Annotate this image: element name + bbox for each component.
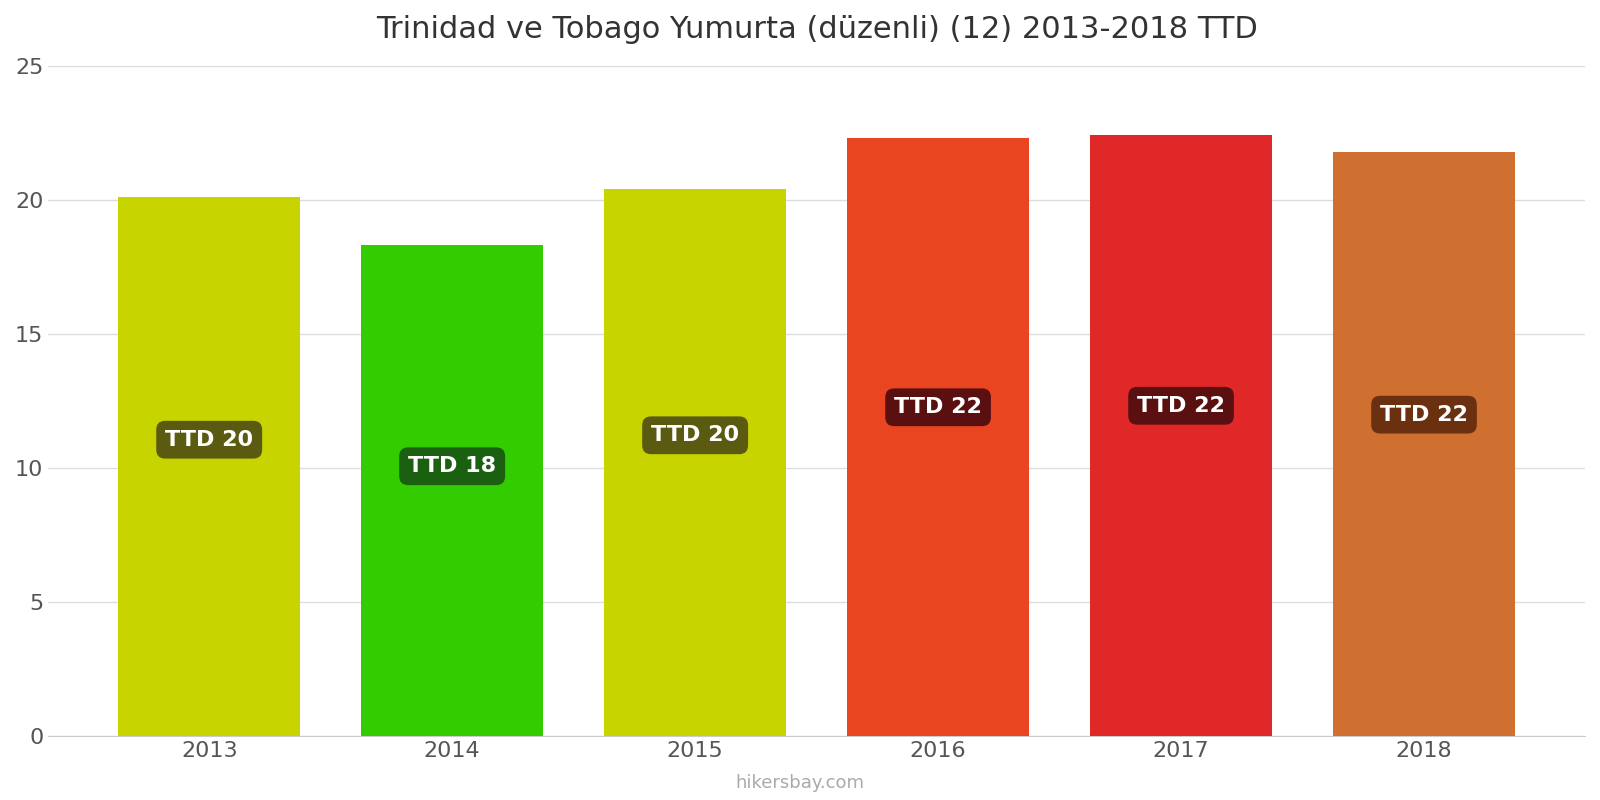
Bar [846,138,1029,736]
Bar [1333,151,1515,736]
Text: TTD 22: TTD 22 [894,398,982,418]
Bar [362,246,544,736]
Bar [1090,135,1272,736]
Text: hikersbay.com: hikersbay.com [736,774,864,792]
Text: TTD 20: TTD 20 [165,430,253,450]
Text: TTD 20: TTD 20 [651,426,739,446]
Text: TTD 22: TTD 22 [1381,405,1467,425]
Bar [118,197,301,736]
Bar [605,189,786,736]
Text: TTD 18: TTD 18 [408,456,496,476]
Title: Trinidad ve Tobago Yumurta (düzenli) (12) 2013-2018 TTD: Trinidad ve Tobago Yumurta (düzenli) (12… [376,15,1258,44]
Text: TTD 22: TTD 22 [1138,396,1226,416]
